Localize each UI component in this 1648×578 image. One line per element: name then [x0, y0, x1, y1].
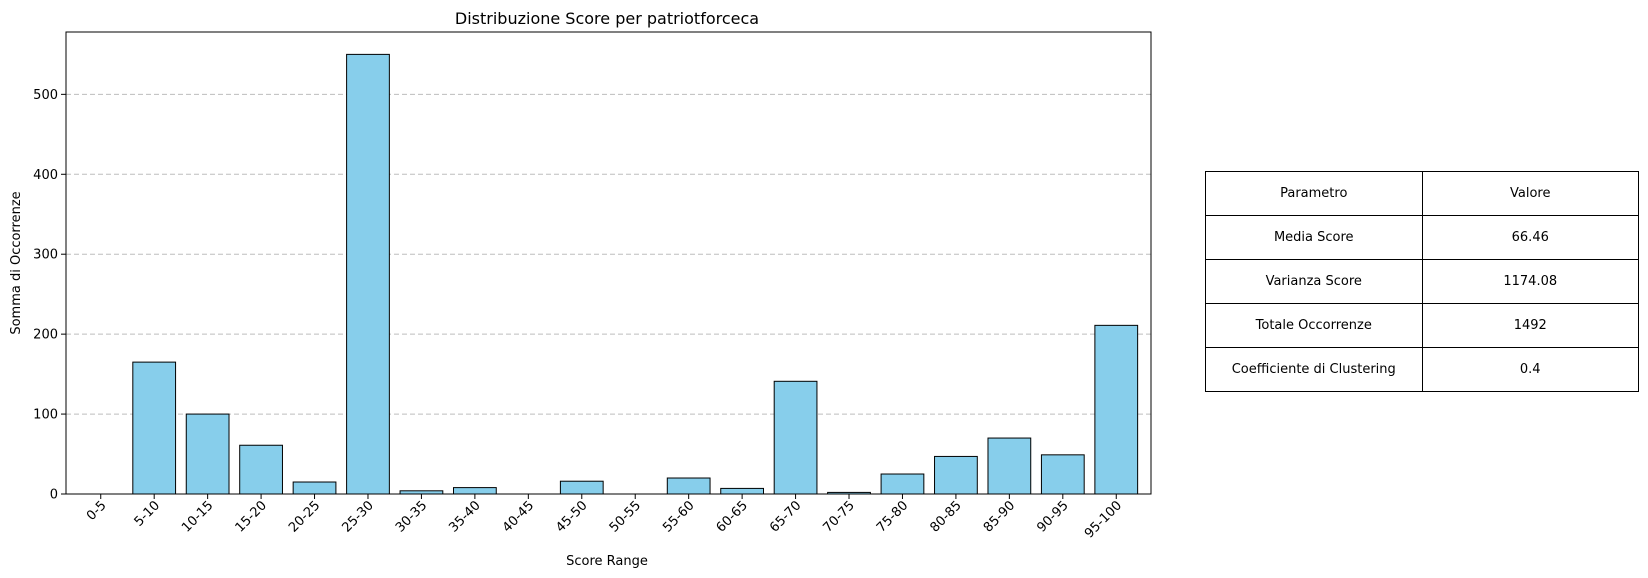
x-tick-label: 35-40	[446, 498, 483, 535]
table-cell: Media Score	[1205, 215, 1423, 260]
y-tick-label: 400	[33, 168, 58, 183]
x-tick-label: 60-65	[714, 498, 751, 535]
x-tick-label: 65-70	[767, 498, 804, 535]
table-cell: Coefficiente di Clustering	[1205, 347, 1423, 392]
bar	[880, 473, 925, 495]
x-tick-label: 90-95	[1034, 498, 1071, 535]
x-tick-label: 55-60	[660, 498, 697, 535]
table-cell: 1174.08	[1421, 259, 1639, 304]
x-tick-label: 45-50	[553, 498, 590, 535]
x-tick-label: 15-20	[233, 498, 270, 535]
bar	[239, 444, 283, 495]
x-tick-label: 95-100	[1082, 498, 1125, 541]
x-tick-label: 0-5	[84, 498, 110, 524]
x-tick-label: 10-15	[179, 498, 216, 535]
y-tick-label: 100	[33, 408, 58, 423]
bar	[987, 437, 1032, 495]
grid-lines	[66, 93, 1151, 415]
bar	[132, 361, 177, 495]
bar	[185, 413, 230, 495]
y-tick-label: 200	[33, 328, 58, 343]
table-cell: Varianza Score	[1205, 259, 1423, 304]
stats-table: Parametro Valore Media Score 66.46 Varia…	[1205, 171, 1639, 392]
x-tick-label: 25-30	[339, 498, 376, 535]
x-axis: 0-5 5-10 10-15 15-20 20-25 25-30 30-35 35-40 40-…	[84, 494, 1125, 541]
y-axis-label: Somma di Occorrenze	[9, 191, 24, 334]
bar	[720, 487, 765, 495]
x-tick-label: 75-80	[874, 498, 911, 535]
table-cell: 66.46	[1421, 215, 1639, 260]
table-row: Totale Occorrenze 1492	[1205, 303, 1639, 348]
table-row: Varianza Score 1174.08	[1205, 259, 1639, 304]
bars	[132, 53, 1139, 495]
x-tick-label: 70-75	[821, 498, 858, 535]
table-header-cell: Parametro	[1205, 171, 1423, 216]
bar	[666, 477, 711, 495]
bar	[453, 487, 497, 495]
chart-title: Distribuzione Score per patriotforceca	[455, 9, 759, 28]
bar	[346, 53, 390, 495]
bar	[1040, 454, 1085, 495]
table-cell: 0.4	[1421, 347, 1639, 392]
x-tick-label: 85-90	[981, 498, 1018, 535]
x-tick-label: 80-85	[927, 498, 964, 535]
x-tick-label: 30-35	[393, 498, 430, 535]
table-row: Media Score 66.46	[1205, 215, 1639, 260]
table-row: Coefficiente di Clustering 0.4	[1205, 347, 1639, 392]
bar	[773, 380, 818, 495]
y-tick-label: 0	[50, 488, 58, 503]
x-axis-label: Score Range	[566, 554, 648, 569]
table-header-row: Parametro Valore	[1205, 171, 1639, 216]
plot-frame	[65, 31, 1152, 495]
bar	[1094, 324, 1139, 495]
bar	[292, 481, 337, 495]
x-tick-label: 40-45	[500, 498, 537, 535]
bar	[559, 480, 604, 495]
x-tick-label: 50-55	[607, 498, 644, 535]
bar	[934, 455, 978, 495]
y-axis: 0 100 200 300 400 500	[33, 88, 66, 503]
y-tick-label: 300	[33, 248, 58, 263]
x-tick-label: 20-25	[286, 498, 323, 535]
table-cell: Totale Occorrenze	[1205, 303, 1423, 348]
x-tick-label: 5-10	[132, 498, 163, 529]
table-cell: 1492	[1421, 303, 1639, 348]
y-tick-label: 500	[33, 88, 58, 103]
table-header-cell: Valore	[1421, 171, 1639, 216]
